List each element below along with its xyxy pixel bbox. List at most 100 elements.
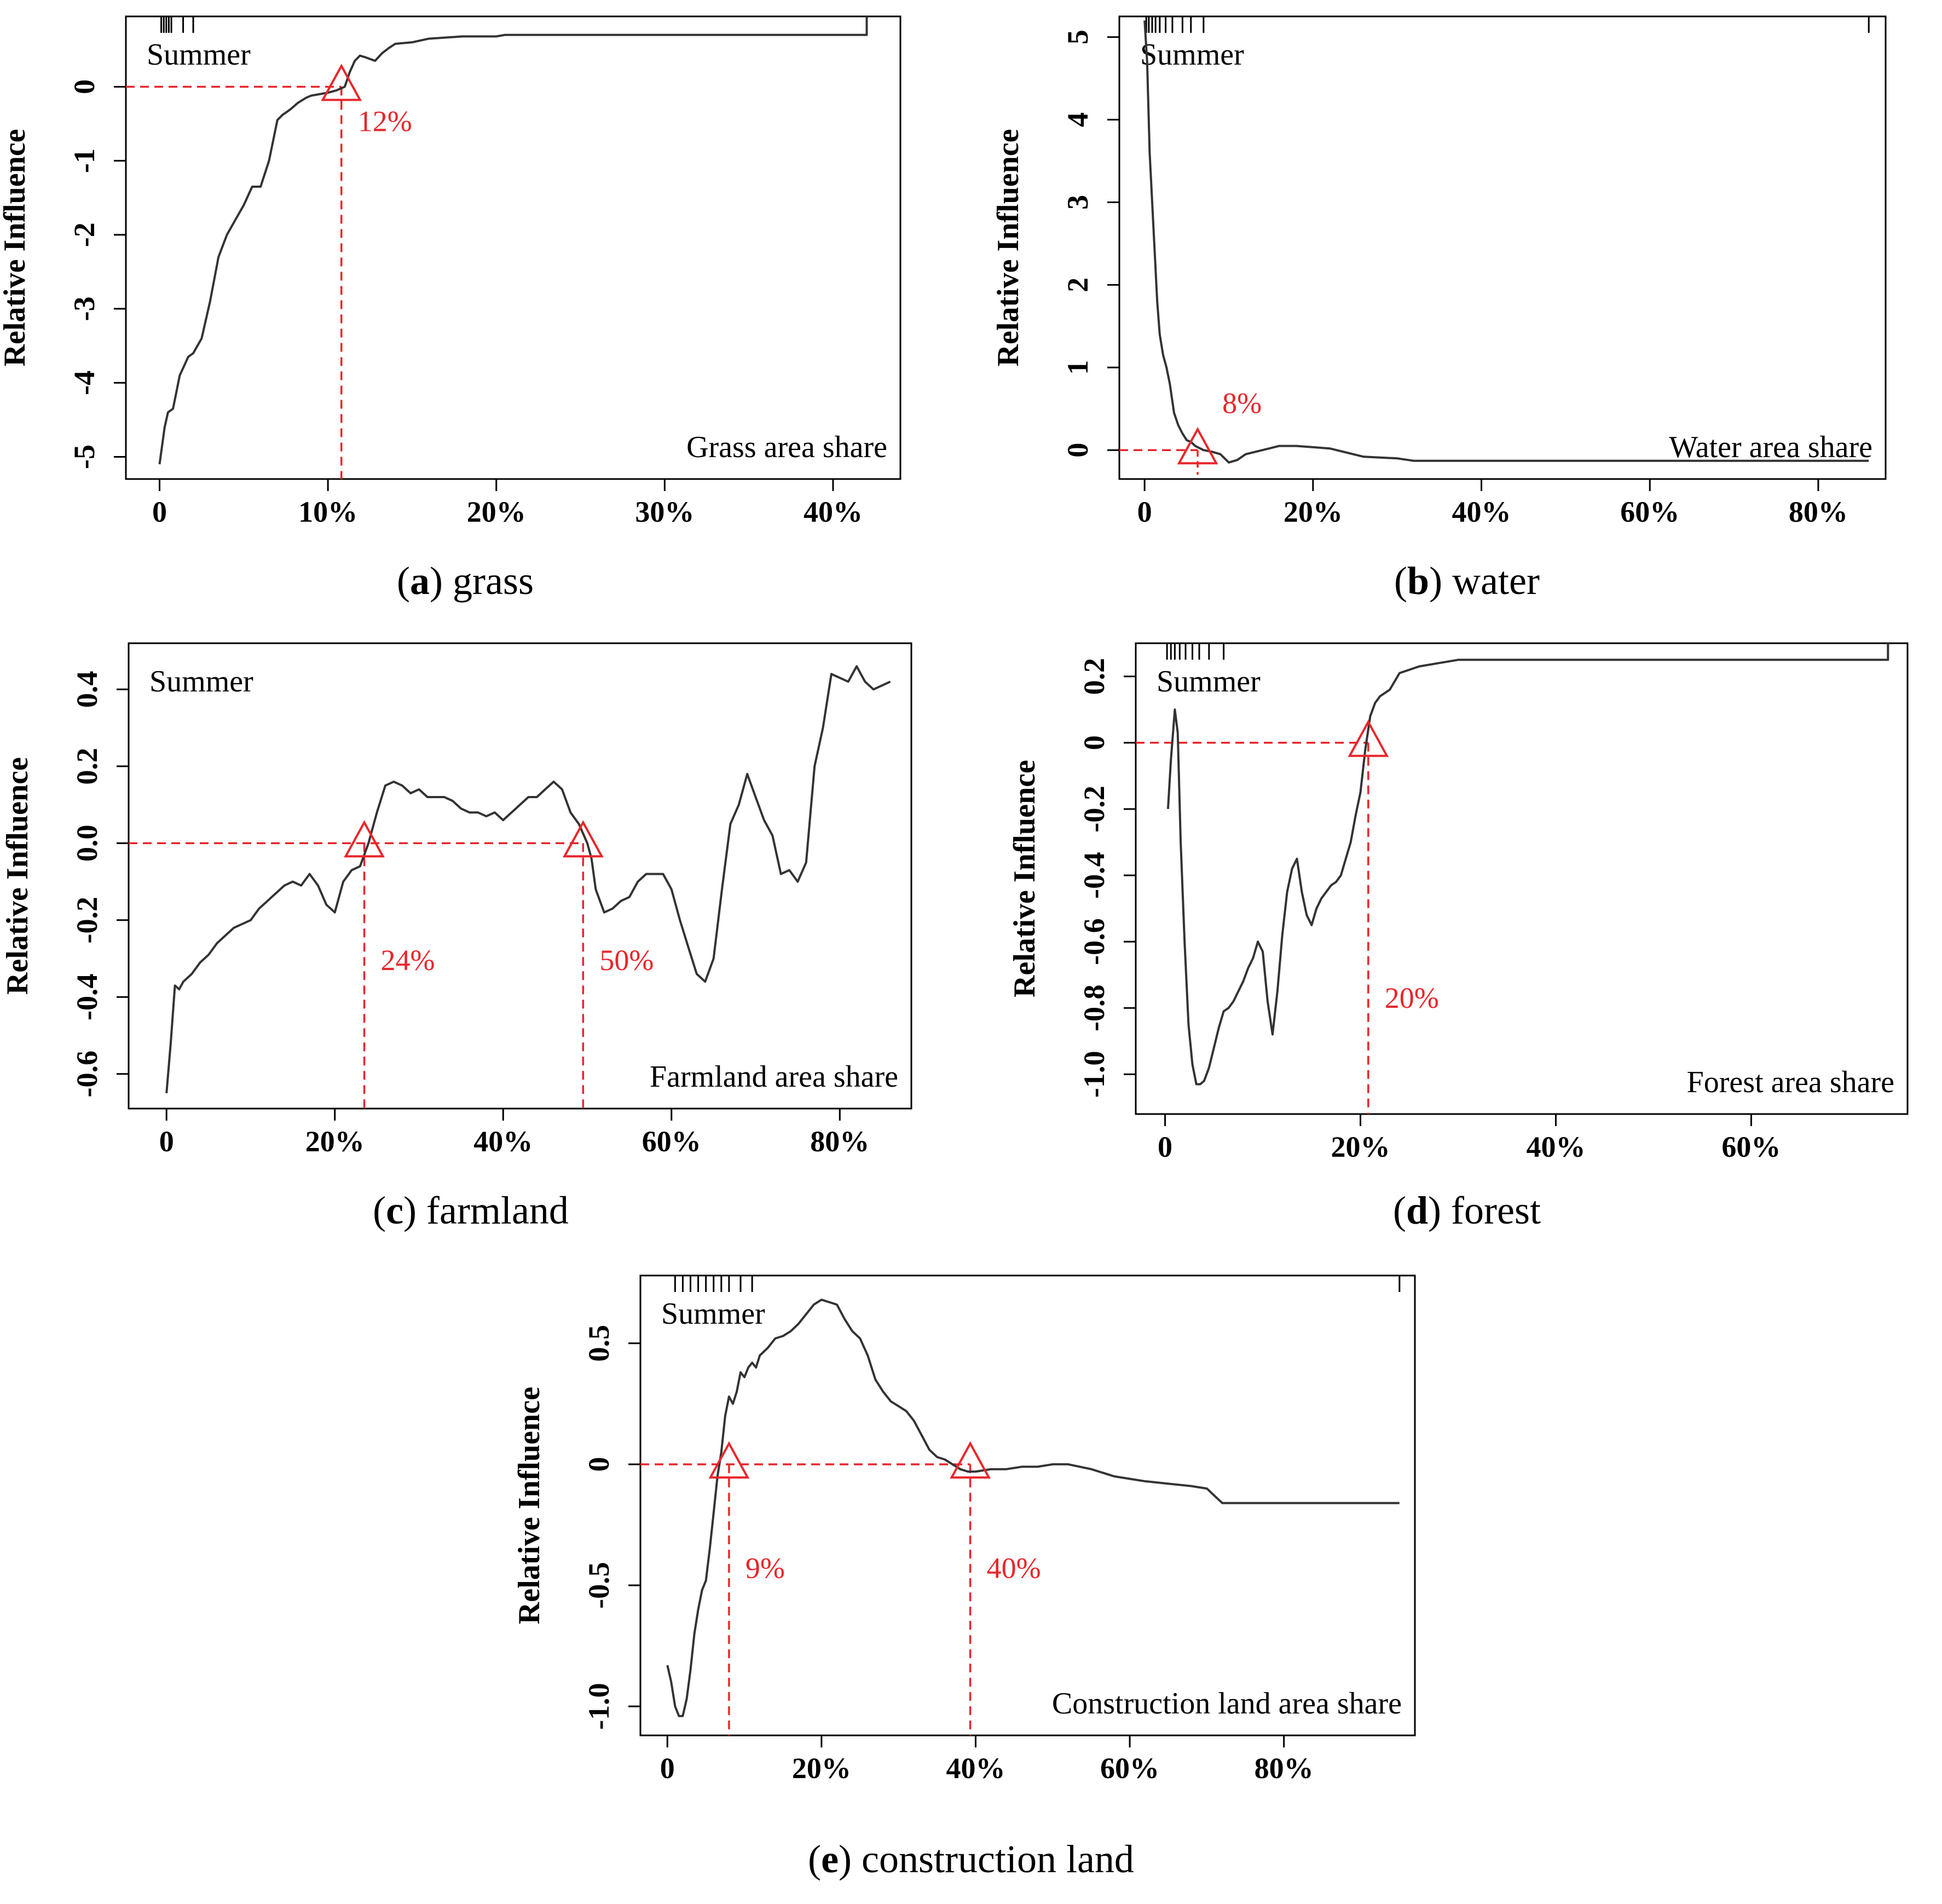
caption-letter: a xyxy=(410,559,430,603)
y-tick-label: 5 xyxy=(1061,30,1094,44)
y-tick-label: 0 xyxy=(1061,443,1094,458)
caption-text: water xyxy=(1452,559,1540,603)
caption-letter: d xyxy=(1406,1188,1429,1232)
caption-forest: (d) forest xyxy=(1393,1188,1541,1232)
x-tick-label: 20% xyxy=(1331,1130,1390,1163)
x-axis-title: Farmland area share xyxy=(650,1060,898,1094)
threshold-marker xyxy=(708,1441,750,1479)
caption-letter: e xyxy=(821,1837,839,1881)
x-tick-label: 20% xyxy=(792,1752,851,1785)
y-tick-label: -1.0 xyxy=(1078,1051,1111,1098)
caption-text: grass xyxy=(452,559,534,603)
chart-panel-construction-land: 0 20% 40% 60% 80% 0.5 0 -0.5 -1.0 Relative Influe… xyxy=(504,1254,1445,1845)
data-line xyxy=(165,665,891,1094)
x-axis-title: Construction land area share xyxy=(1052,1687,1402,1721)
x-tick-label: 30% xyxy=(635,495,694,528)
x-tick-label: 0 xyxy=(1137,495,1152,528)
threshold-label: 24% xyxy=(381,944,435,977)
threshold-marker xyxy=(321,64,362,101)
x-tick-label: 60% xyxy=(1721,1130,1781,1163)
chart-panel-farmland: 0 20% 40% 60% 80% 0.4 0.2 0.0 -0.2 -0.4 -0.6 Relati… xyxy=(0,624,941,1172)
caption-farmland: (c) farmland xyxy=(373,1188,569,1232)
plot-frame xyxy=(128,642,912,1110)
y-tick-label: 0.2 xyxy=(71,748,103,785)
plot-frame xyxy=(1118,15,1887,480)
y-tick-label: -3 xyxy=(68,297,101,321)
y-tick-label: -0.5 xyxy=(582,1562,615,1608)
y-tick-label: 0 xyxy=(1078,735,1111,750)
y-axis-title: Relative Influence xyxy=(991,129,1025,367)
y-tick-label: 3 xyxy=(1061,195,1094,210)
season-label: Summer xyxy=(147,38,251,72)
y-tick-label: 0.4 xyxy=(71,671,103,708)
threshold-label: 40% xyxy=(987,1552,1041,1585)
threshold-label: 12% xyxy=(358,105,412,138)
x-tick-label: 80% xyxy=(1255,1752,1314,1785)
data-line xyxy=(1166,643,1889,1086)
y-tick-label: 0.2 xyxy=(1078,658,1111,695)
y-tick-label: 0.0 xyxy=(71,825,103,862)
threshold-marker xyxy=(562,820,604,858)
x-tick-label: 40% xyxy=(804,495,863,528)
chart-svg-grass: 0 10% 20% 30% 40% 0 -1 -2 -3 -4 -5 Relative Influen… xyxy=(0,15,901,528)
y-tick-label: 0.5 xyxy=(582,1325,615,1362)
chart-svg-farmland: 0 20% 40% 60% 80% 0.4 0.2 0.0 -0.2 -0.4 -0.6 Relati… xyxy=(1,642,912,1158)
threshold-marker xyxy=(950,1441,991,1479)
caption-construction-land: (e) construction land xyxy=(808,1837,1134,1881)
x-axis-title: Water area share xyxy=(1669,430,1872,464)
chart-panel-grass: 0 10% 20% 30% 40% 0 -1 -2 -3 -4 -5 Relative Influen… xyxy=(0,0,930,547)
data-line xyxy=(1143,20,1869,464)
y-tick-label: -0.2 xyxy=(1078,786,1111,832)
y-tick-label: -0.8 xyxy=(1078,984,1111,1031)
x-tick-label: 0 xyxy=(159,1125,174,1158)
y-tick-label: -5 xyxy=(68,445,101,469)
x-tick-label: 20% xyxy=(305,1125,365,1158)
threshold-label: 9% xyxy=(745,1552,785,1585)
y-tick-label: -4 xyxy=(68,371,101,395)
x-tick-label: 20% xyxy=(467,495,526,528)
y-axis-title: Relative Influence xyxy=(1008,760,1042,997)
x-tick-label: 40% xyxy=(473,1125,533,1158)
season-label: Summer xyxy=(1157,665,1261,699)
caption-water: (b) water xyxy=(1394,559,1540,603)
caption-text: farmland xyxy=(426,1188,569,1232)
y-tick-label: 2 xyxy=(1061,278,1094,292)
threshold-marker xyxy=(1177,427,1218,465)
threshold-label: 50% xyxy=(599,944,654,977)
x-tick-label: 10% xyxy=(298,495,357,528)
chart-svg-forest: 0 20% 40% 60% 0.2 0 -0.2 -0.4 -0.6 -0.8 -1.0 Relati… xyxy=(1008,642,1909,1163)
y-axis-title: Relative Influence xyxy=(512,1387,546,1624)
x-tick-label: 60% xyxy=(1620,495,1679,528)
y-tick-label: 1 xyxy=(1061,360,1094,375)
y-axis-title: Relative Influence xyxy=(1,757,34,995)
threshold-marker xyxy=(344,820,385,858)
x-tick-label: 20% xyxy=(1284,495,1343,528)
x-tick-label: 40% xyxy=(1452,495,1511,528)
x-tick-label: 0 xyxy=(1158,1130,1172,1163)
season-label: Summer xyxy=(1140,38,1244,72)
y-tick-label: -0.2 xyxy=(71,897,103,943)
y-tick-label: -0.6 xyxy=(71,1051,103,1097)
x-tick-label: 40% xyxy=(1526,1130,1585,1163)
x-tick-label: 60% xyxy=(1100,1752,1159,1785)
plot-frame xyxy=(125,15,901,480)
y-tick-label: -0.6 xyxy=(1078,918,1111,965)
y-tick-label: -1 xyxy=(68,148,101,173)
y-tick-label: -1.0 xyxy=(582,1683,615,1729)
y-tick-label: -0.4 xyxy=(1078,852,1111,898)
caption-letter: b xyxy=(1407,559,1430,603)
y-tick-label: -2 xyxy=(68,222,101,247)
data-line xyxy=(666,1299,1400,1717)
caption-grass: (a) grass xyxy=(397,559,534,603)
x-tick-label: 80% xyxy=(810,1125,869,1158)
plot-frame xyxy=(1135,642,1909,1115)
y-tick-label: 4 xyxy=(1061,112,1094,127)
chart-svg-water: 0 20% 40% 60% 80% 0 1 2 3 4 5 Relative Influence Sum… xyxy=(991,15,1887,528)
threshold-marker xyxy=(1348,719,1389,757)
x-axis-title: Grass area share xyxy=(686,430,887,464)
caption-letter: c xyxy=(386,1188,404,1232)
chart-svg-construction-land: 0 20% 40% 60% 80% 0.5 0 -0.5 -1.0 Relative Influe… xyxy=(512,1274,1416,1785)
x-tick-label: 0 xyxy=(152,495,167,528)
y-axis-title: Relative Influence xyxy=(0,129,32,367)
y-tick-label: 0 xyxy=(582,1457,615,1472)
